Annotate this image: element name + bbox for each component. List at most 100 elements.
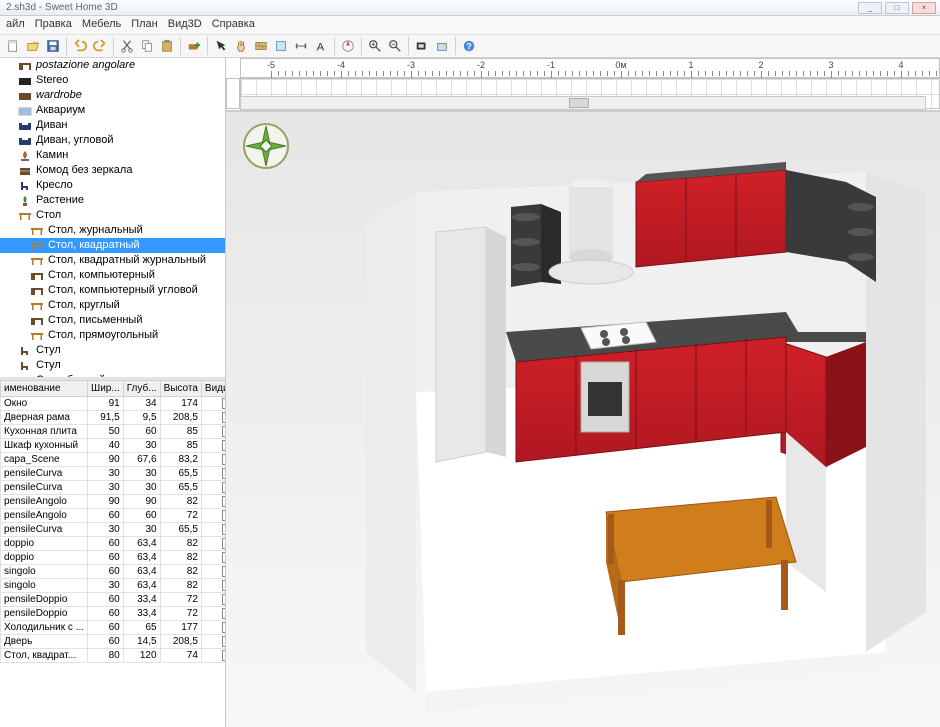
- table-row[interactable]: Холодильник с ...6065177✓: [1, 621, 226, 635]
- compass-button[interactable]: [339, 37, 357, 55]
- cell-visible[interactable]: ✓: [201, 467, 225, 481]
- open-button[interactable]: [24, 37, 42, 55]
- table-row[interactable]: pensileCurva303065,5✓: [1, 481, 226, 495]
- catalog-item[interactable]: postazione angolare: [0, 58, 225, 73]
- table-row[interactable]: Окно9134174✓: [1, 397, 226, 411]
- catalog-item[interactable]: Стол, круглый: [0, 298, 225, 313]
- table-row[interactable]: Дверь6014,5208,5✓: [1, 635, 226, 649]
- table-row[interactable]: Кухонная плита506085✓: [1, 425, 226, 439]
- menu-help[interactable]: Справка: [208, 16, 259, 34]
- table-row[interactable]: pensileCurva303065,5✓: [1, 467, 226, 481]
- menu-edit[interactable]: Правка: [31, 16, 76, 34]
- cell-visible[interactable]: ✓: [201, 523, 225, 537]
- cut-button[interactable]: [118, 37, 136, 55]
- zoom-out-button[interactable]: [386, 37, 404, 55]
- paste-button[interactable]: [158, 37, 176, 55]
- cell-visible[interactable]: ✓: [201, 551, 225, 565]
- cell-visible[interactable]: ✓: [201, 453, 225, 467]
- minimize-button[interactable]: _: [858, 2, 882, 14]
- cell-visible[interactable]: ✓: [201, 411, 225, 425]
- column-header[interactable]: Шир...: [88, 381, 124, 397]
- redo-button[interactable]: [91, 37, 109, 55]
- table-row[interactable]: pensileAngolo606072✓: [1, 509, 226, 523]
- table-row[interactable]: doppio6063,482✓: [1, 537, 226, 551]
- pointer-button[interactable]: [212, 37, 230, 55]
- save-button[interactable]: [44, 37, 62, 55]
- menu-view3d[interactable]: Вид3D: [164, 16, 206, 34]
- cell-visible[interactable]: ✓: [201, 397, 225, 411]
- catalog-item[interactable]: Аквариум: [0, 103, 225, 118]
- catalog-item[interactable]: Стул, барный: [0, 373, 225, 380]
- table-row[interactable]: Дверная рама91,59,5208,5✓: [1, 411, 226, 425]
- cell-visible[interactable]: ✓: [201, 635, 225, 649]
- table-row[interactable]: pensileDoppio6033,472✓: [1, 593, 226, 607]
- pan-button[interactable]: [232, 37, 250, 55]
- table-row[interactable]: singolo6063,482✓: [1, 565, 226, 579]
- cell-visible[interactable]: ✓: [201, 537, 225, 551]
- catalog-item[interactable]: Stereo: [0, 73, 225, 88]
- catalog-item[interactable]: Стол, компьютерный угловой: [0, 283, 225, 298]
- catalog-item[interactable]: Стул: [0, 358, 225, 373]
- cell-visible[interactable]: ✓: [201, 593, 225, 607]
- column-header[interactable]: Видимо...: [201, 381, 225, 397]
- catalog-item[interactable]: Стул: [0, 343, 225, 358]
- create3d-button[interactable]: [413, 37, 431, 55]
- furniture-catalog[interactable]: postazione angolareStereowardrobeАквариу…: [0, 58, 225, 380]
- catalog-item[interactable]: Камин: [0, 148, 225, 163]
- catalog-item[interactable]: Растение: [0, 193, 225, 208]
- table-row[interactable]: singolo3063,482✓: [1, 579, 226, 593]
- catalog-item[interactable]: Стол, письменный: [0, 313, 225, 328]
- menu-furniture[interactable]: Мебель: [78, 16, 125, 34]
- text-button[interactable]: A: [312, 37, 330, 55]
- catalog-item[interactable]: Стол, квадратный: [0, 238, 225, 253]
- scrollbar-thumb[interactable]: [569, 98, 589, 108]
- cell-visible[interactable]: ✓: [201, 621, 225, 635]
- cell-visible[interactable]: ✓: [201, 439, 225, 453]
- new-button[interactable]: [4, 37, 22, 55]
- menu-file[interactable]: айл: [2, 16, 29, 34]
- plan-scrollbar[interactable]: [240, 96, 926, 110]
- copy-button[interactable]: [138, 37, 156, 55]
- compass-icon[interactable]: [242, 122, 290, 170]
- view-3d[interactable]: [226, 112, 940, 727]
- table-row[interactable]: pensileAngolo909082✓: [1, 495, 226, 509]
- add-button[interactable]: [185, 37, 203, 55]
- table-row[interactable]: pensileDoppio6033,472✓: [1, 607, 226, 621]
- cell-visible[interactable]: ✓: [201, 607, 225, 621]
- undo-button[interactable]: [71, 37, 89, 55]
- cell-visible[interactable]: ✓: [201, 495, 225, 509]
- furniture-table[interactable]: именованиеШир...Глуб...ВысотаВидимо... О…: [0, 380, 225, 727]
- column-header[interactable]: Глуб...: [123, 381, 160, 397]
- export-button[interactable]: [433, 37, 451, 55]
- catalog-item[interactable]: Стол, журнальный: [0, 223, 225, 238]
- cell-visible[interactable]: ✓: [201, 579, 225, 593]
- catalog-item[interactable]: wardrobe: [0, 88, 225, 103]
- cell-visible[interactable]: ✓: [201, 649, 225, 663]
- cell-visible[interactable]: ✓: [201, 425, 225, 439]
- catalog-item[interactable]: Стол, квадратный журнальный: [0, 253, 225, 268]
- column-header[interactable]: именование: [1, 381, 88, 397]
- column-header[interactable]: Высота: [160, 381, 201, 397]
- help-button[interactable]: ?: [460, 37, 478, 55]
- dimension-button[interactable]: [292, 37, 310, 55]
- catalog-item[interactable]: Стол, прямоугольный: [0, 328, 225, 343]
- room-button[interactable]: [272, 37, 290, 55]
- cell-visible[interactable]: ✓: [201, 565, 225, 579]
- table-row[interactable]: doppio6063,482✓: [1, 551, 226, 565]
- table-row[interactable]: Шкаф кухонный403085✓: [1, 439, 226, 453]
- catalog-item[interactable]: Комод без зеркала: [0, 163, 225, 178]
- menu-plan[interactable]: План: [127, 16, 162, 34]
- plan-view[interactable]: -5-4-3-2-10м1234: [226, 58, 940, 112]
- zoom-in-button[interactable]: [366, 37, 384, 55]
- maximize-button[interactable]: □: [885, 2, 909, 14]
- close-button[interactable]: ×: [912, 2, 936, 14]
- catalog-item[interactable]: Стол, компьютерный: [0, 268, 225, 283]
- catalog-item[interactable]: Стол: [0, 208, 225, 223]
- catalog-item[interactable]: Диван: [0, 118, 225, 133]
- cell-visible[interactable]: ✓: [201, 509, 225, 523]
- table-row[interactable]: capa_Scene9067,683,2✓: [1, 453, 226, 467]
- catalog-item[interactable]: Диван, угловой: [0, 133, 225, 148]
- table-row[interactable]: Стол, квадрат...8012074✓: [1, 649, 226, 663]
- table-row[interactable]: pensileCurva303065,5✓: [1, 523, 226, 537]
- catalog-item[interactable]: Кресло: [0, 178, 225, 193]
